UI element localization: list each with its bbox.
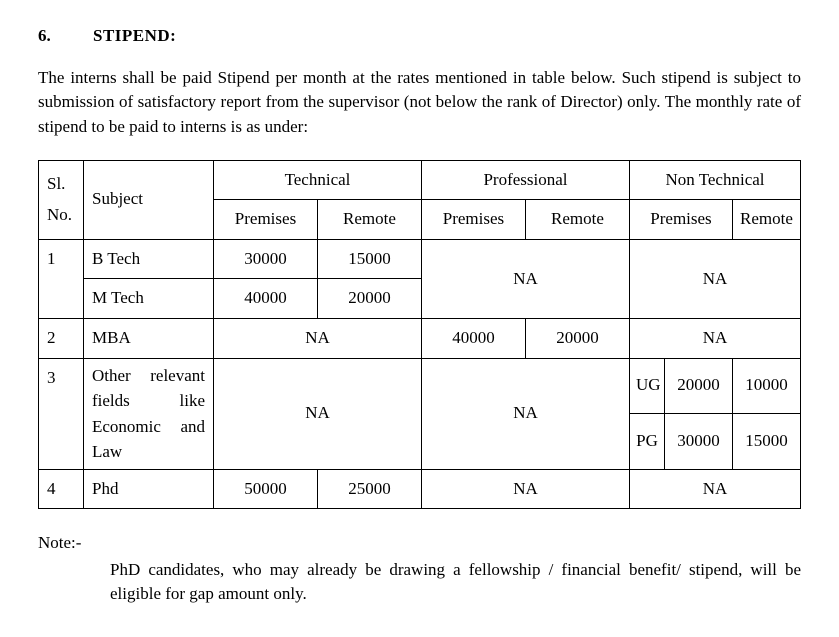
col-subject: Subject [84, 160, 214, 239]
cell-prof-na: NA [421, 358, 629, 469]
table-row: 3 Other relevant fields like Economic an… [39, 358, 801, 414]
cell-tech-remote: 25000 [317, 469, 421, 509]
cell-subject: MBA [84, 318, 214, 358]
col-professional: Professional [421, 160, 629, 200]
cell-nontech-na: NA [629, 239, 800, 318]
table-header-row: Sl. No. Subject Technical Professional N… [39, 160, 801, 200]
cell-pg-label: PG [629, 414, 664, 470]
cell-prof-na: NA [421, 469, 629, 509]
note-block: Note:- PhD candidates, who may already b… [38, 531, 801, 607]
cell-tech-na: NA [214, 358, 422, 469]
cell-sl: 1 [39, 239, 84, 318]
cell-nontech-na: NA [629, 318, 800, 358]
intro-paragraph: The interns shall be paid Stipend per mo… [38, 66, 801, 140]
col-nontech-premises: Premises [629, 200, 732, 240]
note-label: Note:- [38, 531, 801, 556]
cell-sl: 4 [39, 469, 84, 509]
col-prof-remote: Remote [525, 200, 629, 240]
cell-tech-premises: 40000 [214, 279, 318, 319]
table-row: 1 B Tech 30000 15000 NA NA [39, 239, 801, 279]
heading-title: STIPEND: [93, 24, 176, 49]
cell-tech-premises: 50000 [214, 469, 318, 509]
cell-subject: M Tech [84, 279, 214, 319]
note-text: PhD candidates, who may already be drawi… [38, 558, 801, 607]
table-row: 4 Phd 50000 25000 NA NA [39, 469, 801, 509]
table-row: 2 MBA NA 40000 20000 NA [39, 318, 801, 358]
cell-ug-premises: 20000 [664, 358, 732, 414]
cell-ug-label: UG [629, 358, 664, 414]
cell-tech-premises: 30000 [214, 239, 318, 279]
cell-pg-premises: 30000 [664, 414, 732, 470]
cell-pg-remote: 15000 [732, 414, 800, 470]
col-nontech-remote: Remote [732, 200, 800, 240]
cell-nontech-na: NA [629, 469, 800, 509]
cell-prof-na: NA [421, 239, 629, 318]
col-tech-premises: Premises [214, 200, 318, 240]
stipend-table: Sl. No. Subject Technical Professional N… [38, 160, 801, 510]
cell-prof-remote: 20000 [525, 318, 629, 358]
cell-sl: 3 [39, 358, 84, 469]
cell-tech-na: NA [214, 318, 422, 358]
cell-sl: 2 [39, 318, 84, 358]
col-technical: Technical [214, 160, 422, 200]
cell-ug-remote: 10000 [732, 358, 800, 414]
heading-number: 6. [38, 24, 93, 49]
cell-subject: Other relevant fields like Economic and … [84, 358, 214, 469]
cell-subject: Phd [84, 469, 214, 509]
col-non-technical: Non Technical [629, 160, 800, 200]
cell-subject: B Tech [84, 239, 214, 279]
section-heading: 6. STIPEND: [38, 24, 801, 49]
col-sl-no: Sl. No. [39, 160, 84, 239]
col-prof-premises: Premises [421, 200, 525, 240]
cell-tech-remote: 15000 [317, 239, 421, 279]
cell-tech-remote: 20000 [317, 279, 421, 319]
cell-prof-premises: 40000 [421, 318, 525, 358]
col-tech-remote: Remote [317, 200, 421, 240]
